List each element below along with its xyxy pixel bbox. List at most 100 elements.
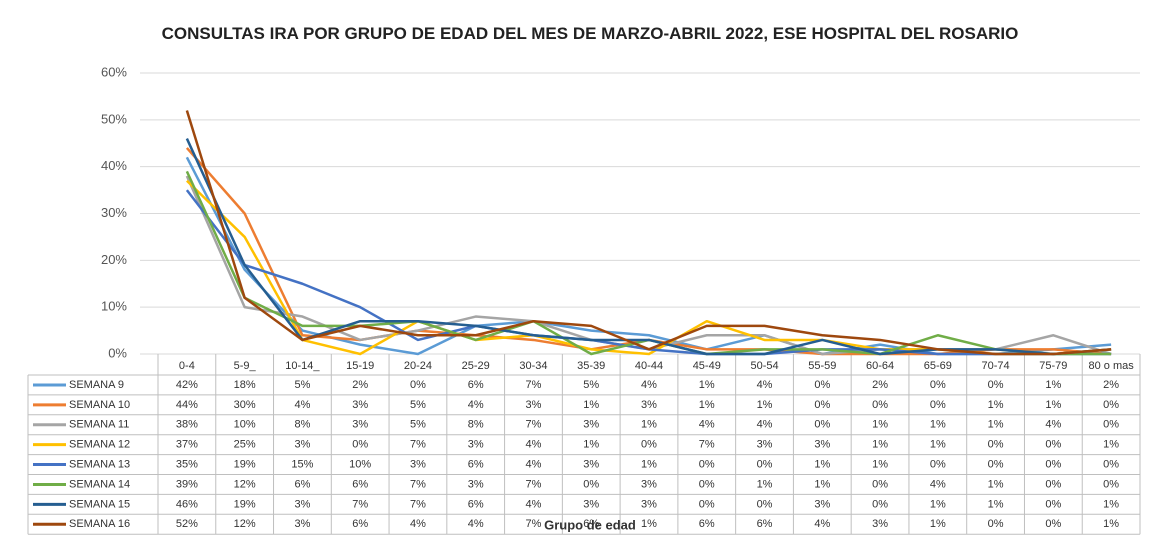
table-cell: 6% [468,498,484,510]
table-cell: 6% [583,518,599,530]
table-cell: 10% [349,458,371,470]
table-cell: 38% [176,419,198,431]
table-cell: 1% [814,478,830,490]
table-cell: 1% [930,498,946,510]
table-cell: 0% [930,379,946,391]
table-cell: 3% [583,458,599,470]
table-cell: 1% [872,419,888,431]
table-cell: 5% [294,379,310,391]
series-line [185,175,1112,356]
table-cell: 12% [234,518,256,530]
table-cell: 0% [988,439,1004,451]
table-cell: 0% [988,518,1004,530]
table-cell: 25% [234,439,256,451]
table-cell: 1% [583,439,599,451]
table-cell: 35% [176,458,198,470]
y-tick-label: 0% [108,345,127,360]
table-cell: 4% [526,498,542,510]
x-tick-label: 30-34 [519,360,547,372]
legend-label: SEMANA 13 [69,458,130,470]
table-cell: 4% [641,379,657,391]
table-cell: 7% [410,498,426,510]
table-cell: 1% [757,399,773,411]
table-cell: 0% [757,498,773,510]
table-cell: 0% [872,478,888,490]
x-tick-label: 50-54 [750,360,778,372]
table-cell: 4% [526,439,542,451]
table-cell: 1% [641,458,657,470]
table-cell: 0% [872,498,888,510]
x-tick-label: 25-29 [462,360,490,372]
table-cell: 3% [468,478,484,490]
table-cell: 0% [352,439,368,451]
table-cell: 6% [468,458,484,470]
table-cell: 3% [352,419,368,431]
table-cell: 1% [1103,518,1119,530]
table-cell: 5% [583,379,599,391]
table-cell: 4% [468,518,484,530]
table-cell: 6% [757,518,773,530]
series-line [185,156,1112,356]
table-cell: 3% [468,439,484,451]
table-cell: 4% [699,419,715,431]
table-cell: 0% [872,399,888,411]
x-tick-label: 5-9_ [234,360,257,372]
chart-title: CONSULTAS IRA POR GRUPO DE EDAD DEL MES … [161,24,1019,43]
table-cell: 37% [176,439,198,451]
table-cell: 0% [1103,458,1119,470]
x-tick-label: 80 o mas [1088,360,1134,372]
table-cell: 46% [176,498,198,510]
table-cell: 3% [583,498,599,510]
table-cell: 0% [814,379,830,391]
series-line [185,189,1112,356]
x-tick-label: 35-39 [577,360,605,372]
table-cell: 2% [352,379,368,391]
y-tick-label: 40% [101,158,127,173]
table-cell: 6% [352,518,368,530]
table-cell: 39% [176,478,198,490]
table-cell: 3% [814,498,830,510]
table-cell: 3% [294,439,310,451]
table-cell: 1% [872,439,888,451]
series-line [185,170,1112,356]
table-cell: 0% [1045,458,1061,470]
table-cell: 3% [757,439,773,451]
table-cell: 1% [641,518,657,530]
table-cell: 4% [526,458,542,470]
table-cell: 3% [641,498,657,510]
table-cell: 15% [291,458,313,470]
table-cell: 1% [930,439,946,451]
table-cell: 3% [294,518,310,530]
series-line [185,147,1112,356]
table-cell: 44% [176,399,198,411]
table-cell: 5% [410,419,426,431]
table-cell: 0% [699,478,715,490]
table-cell: 0% [1045,439,1061,451]
table-cell: 3% [641,399,657,411]
x-tick-label: 15-19 [346,360,374,372]
table-cell: 6% [468,379,484,391]
table-cell: 0% [930,458,946,470]
x-tick-label: 65-69 [924,360,952,372]
table-cell: 3% [410,458,426,470]
table-cell: 3% [814,439,830,451]
table-cell: 52% [176,518,198,530]
table-cell: 7% [410,439,426,451]
table-cell: 18% [234,379,256,391]
legend-label: SEMANA 9 [69,379,124,391]
x-tick-label: 75-79 [1039,360,1067,372]
table-cell: 19% [234,458,256,470]
table-cell: 1% [988,419,1004,431]
table-cell: 7% [526,379,542,391]
table-cell: 19% [234,498,256,510]
table-cell: 7% [526,419,542,431]
table-cell: 6% [352,478,368,490]
table-cell: 7% [526,478,542,490]
legend-label: SEMANA 10 [69,399,130,411]
x-axis-label: Grupo de edad [544,517,636,532]
legend-label: SEMANA 14 [69,478,130,490]
table-cell: 12% [234,478,256,490]
table-cell: 4% [757,379,773,391]
table-cell: 0% [641,439,657,451]
